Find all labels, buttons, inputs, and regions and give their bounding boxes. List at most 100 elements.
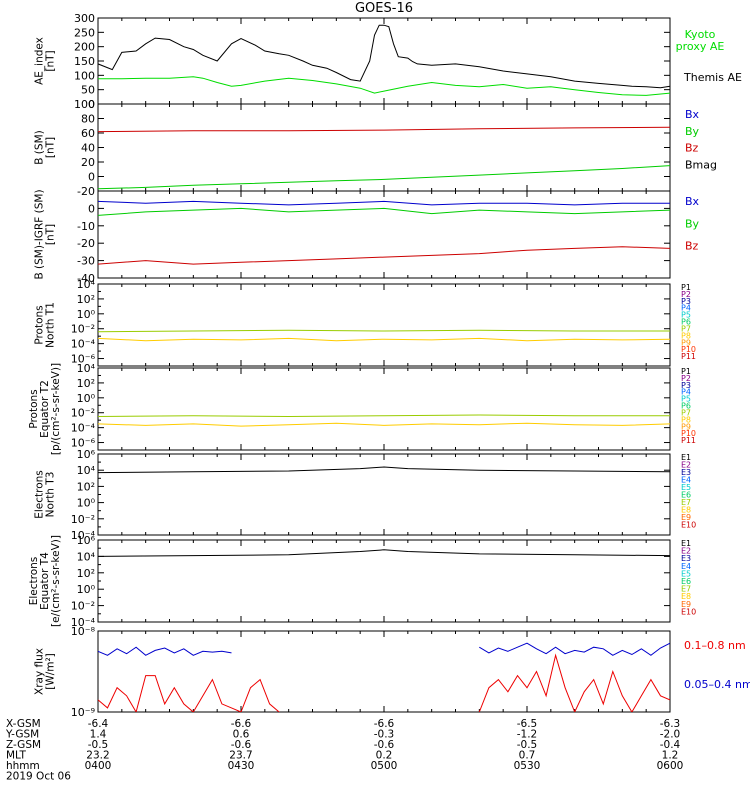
y-axis-label: North T1: [45, 302, 57, 348]
y-tick-label: 10⁰: [77, 392, 96, 405]
row-value: 0430: [228, 760, 255, 772]
y-tick-label: 100: [74, 98, 95, 111]
y-tick-label: 10⁰: [77, 583, 96, 596]
y-tick-label: 200: [74, 41, 95, 54]
y-tick-label: 10⁴: [77, 278, 96, 291]
series-line-P8: [98, 338, 670, 340]
legend-item: E10: [681, 521, 696, 530]
y-tick-label: 10⁶: [77, 448, 96, 461]
panel-frame: [98, 191, 670, 278]
legend-xray-short: 0.05–0.4 nm: [684, 678, 750, 691]
series-line-Kyoto proxy AE: [98, 77, 670, 96]
y-axis-label: [p/(cm²-s-sr-keV)]: [50, 363, 62, 455]
series-line-P7: [98, 415, 670, 417]
legend-themis: Themis AE: [683, 71, 742, 84]
y-tick-label: 0: [88, 202, 95, 215]
y-tick-label: 40: [81, 142, 95, 155]
legend-item: By: [685, 217, 700, 230]
legend-item: Bmag: [685, 158, 717, 171]
panel-frame: [98, 368, 670, 450]
legend-item: By: [685, 125, 700, 138]
date-label: 2019 Oct 06: [6, 771, 71, 783]
series-line-P7: [98, 330, 670, 332]
series-line-0.05–0.4 nm: [98, 647, 232, 655]
y-axis-label: [nT]: [45, 50, 57, 71]
plot-title: GOES-16: [355, 1, 413, 16]
y-tick-label: 10⁻²: [71, 407, 95, 420]
y-tick-label: 10²: [77, 480, 95, 493]
row-value: 0530: [514, 760, 541, 772]
y-tick-label: 10⁻⁸: [71, 625, 96, 638]
series-line-Bz: [98, 247, 670, 264]
legend-item: P11: [681, 436, 696, 445]
legend-item: Bz: [685, 240, 699, 253]
y-tick-label: 50: [81, 84, 95, 97]
y-tick-label: 10⁰: [77, 497, 96, 510]
y-axis-label: [W/m²]: [45, 653, 57, 690]
y-axis-label: [nT]: [45, 224, 57, 245]
series-line-P8: [98, 423, 670, 426]
y-tick-label: 10⁻²: [71, 513, 95, 526]
y-tick-label: 10²: [77, 377, 95, 390]
panel-frame: [98, 104, 670, 191]
y-tick-label: -20: [77, 237, 95, 250]
y-tick-label: 20: [81, 156, 95, 169]
y-tick-label: -10: [77, 220, 95, 233]
panel-frame: [98, 454, 670, 535]
series-line-By: [98, 208, 670, 215]
y-tick-label: 10⁻²: [71, 323, 95, 336]
y-tick-label: 10⁴: [77, 550, 96, 563]
y-tick-label: 150: [74, 55, 95, 68]
series-line-0.1–0.8 nm: [479, 655, 670, 712]
legend-item: P11: [681, 352, 696, 361]
legend-xray-long: 0.1–0.8 nm: [684, 639, 746, 652]
y-tick-label: -20: [77, 185, 95, 198]
y-tick-label: 0: [88, 171, 95, 184]
y-tick-label: 10²: [77, 567, 95, 580]
legend-item: Bx: [685, 108, 700, 121]
y-tick-label: 10⁴: [77, 464, 96, 477]
legend-item: Bx: [685, 195, 700, 208]
series-line-E1: [98, 467, 670, 473]
panel-frame: [98, 631, 670, 712]
series-line-0.05–0.4 nm: [479, 643, 670, 655]
y-tick-label: 10⁶: [77, 534, 96, 547]
panel-frame: [98, 540, 670, 622]
series-line-E1: [98, 550, 670, 557]
y-axis-label: [nT]: [45, 137, 57, 158]
y-tick-label: -30: [77, 255, 95, 268]
y-tick-label: 80: [81, 113, 95, 126]
y-tick-label: 10⁻²: [71, 600, 95, 613]
series-line-Bx: [98, 201, 670, 205]
y-axis-label: North T3: [45, 472, 57, 518]
legend-item: E10: [681, 607, 696, 616]
row-value: 0600: [657, 760, 684, 772]
y-tick-label: 10⁻⁴: [71, 338, 96, 351]
y-tick-label: 100: [74, 69, 95, 82]
y-tick-label: 10⁴: [77, 362, 96, 375]
y-tick-label: 10⁻⁴: [71, 422, 96, 435]
series-line-0.1–0.8 nm: [98, 676, 279, 712]
y-tick-label: 60: [81, 127, 95, 140]
panel-frame: [98, 284, 670, 366]
y-axis-label: [e/(cm²-s-sr-keV)]: [50, 535, 62, 627]
y-tick-label: 250: [74, 26, 95, 39]
legend-item: Bz: [685, 142, 699, 155]
row-value: 0400: [85, 760, 112, 772]
row-value: 0500: [371, 760, 398, 772]
series-line-Themis AE: [98, 25, 670, 87]
y-tick-label: 10⁰: [77, 308, 96, 321]
y-tick-label: 10²: [77, 293, 95, 306]
